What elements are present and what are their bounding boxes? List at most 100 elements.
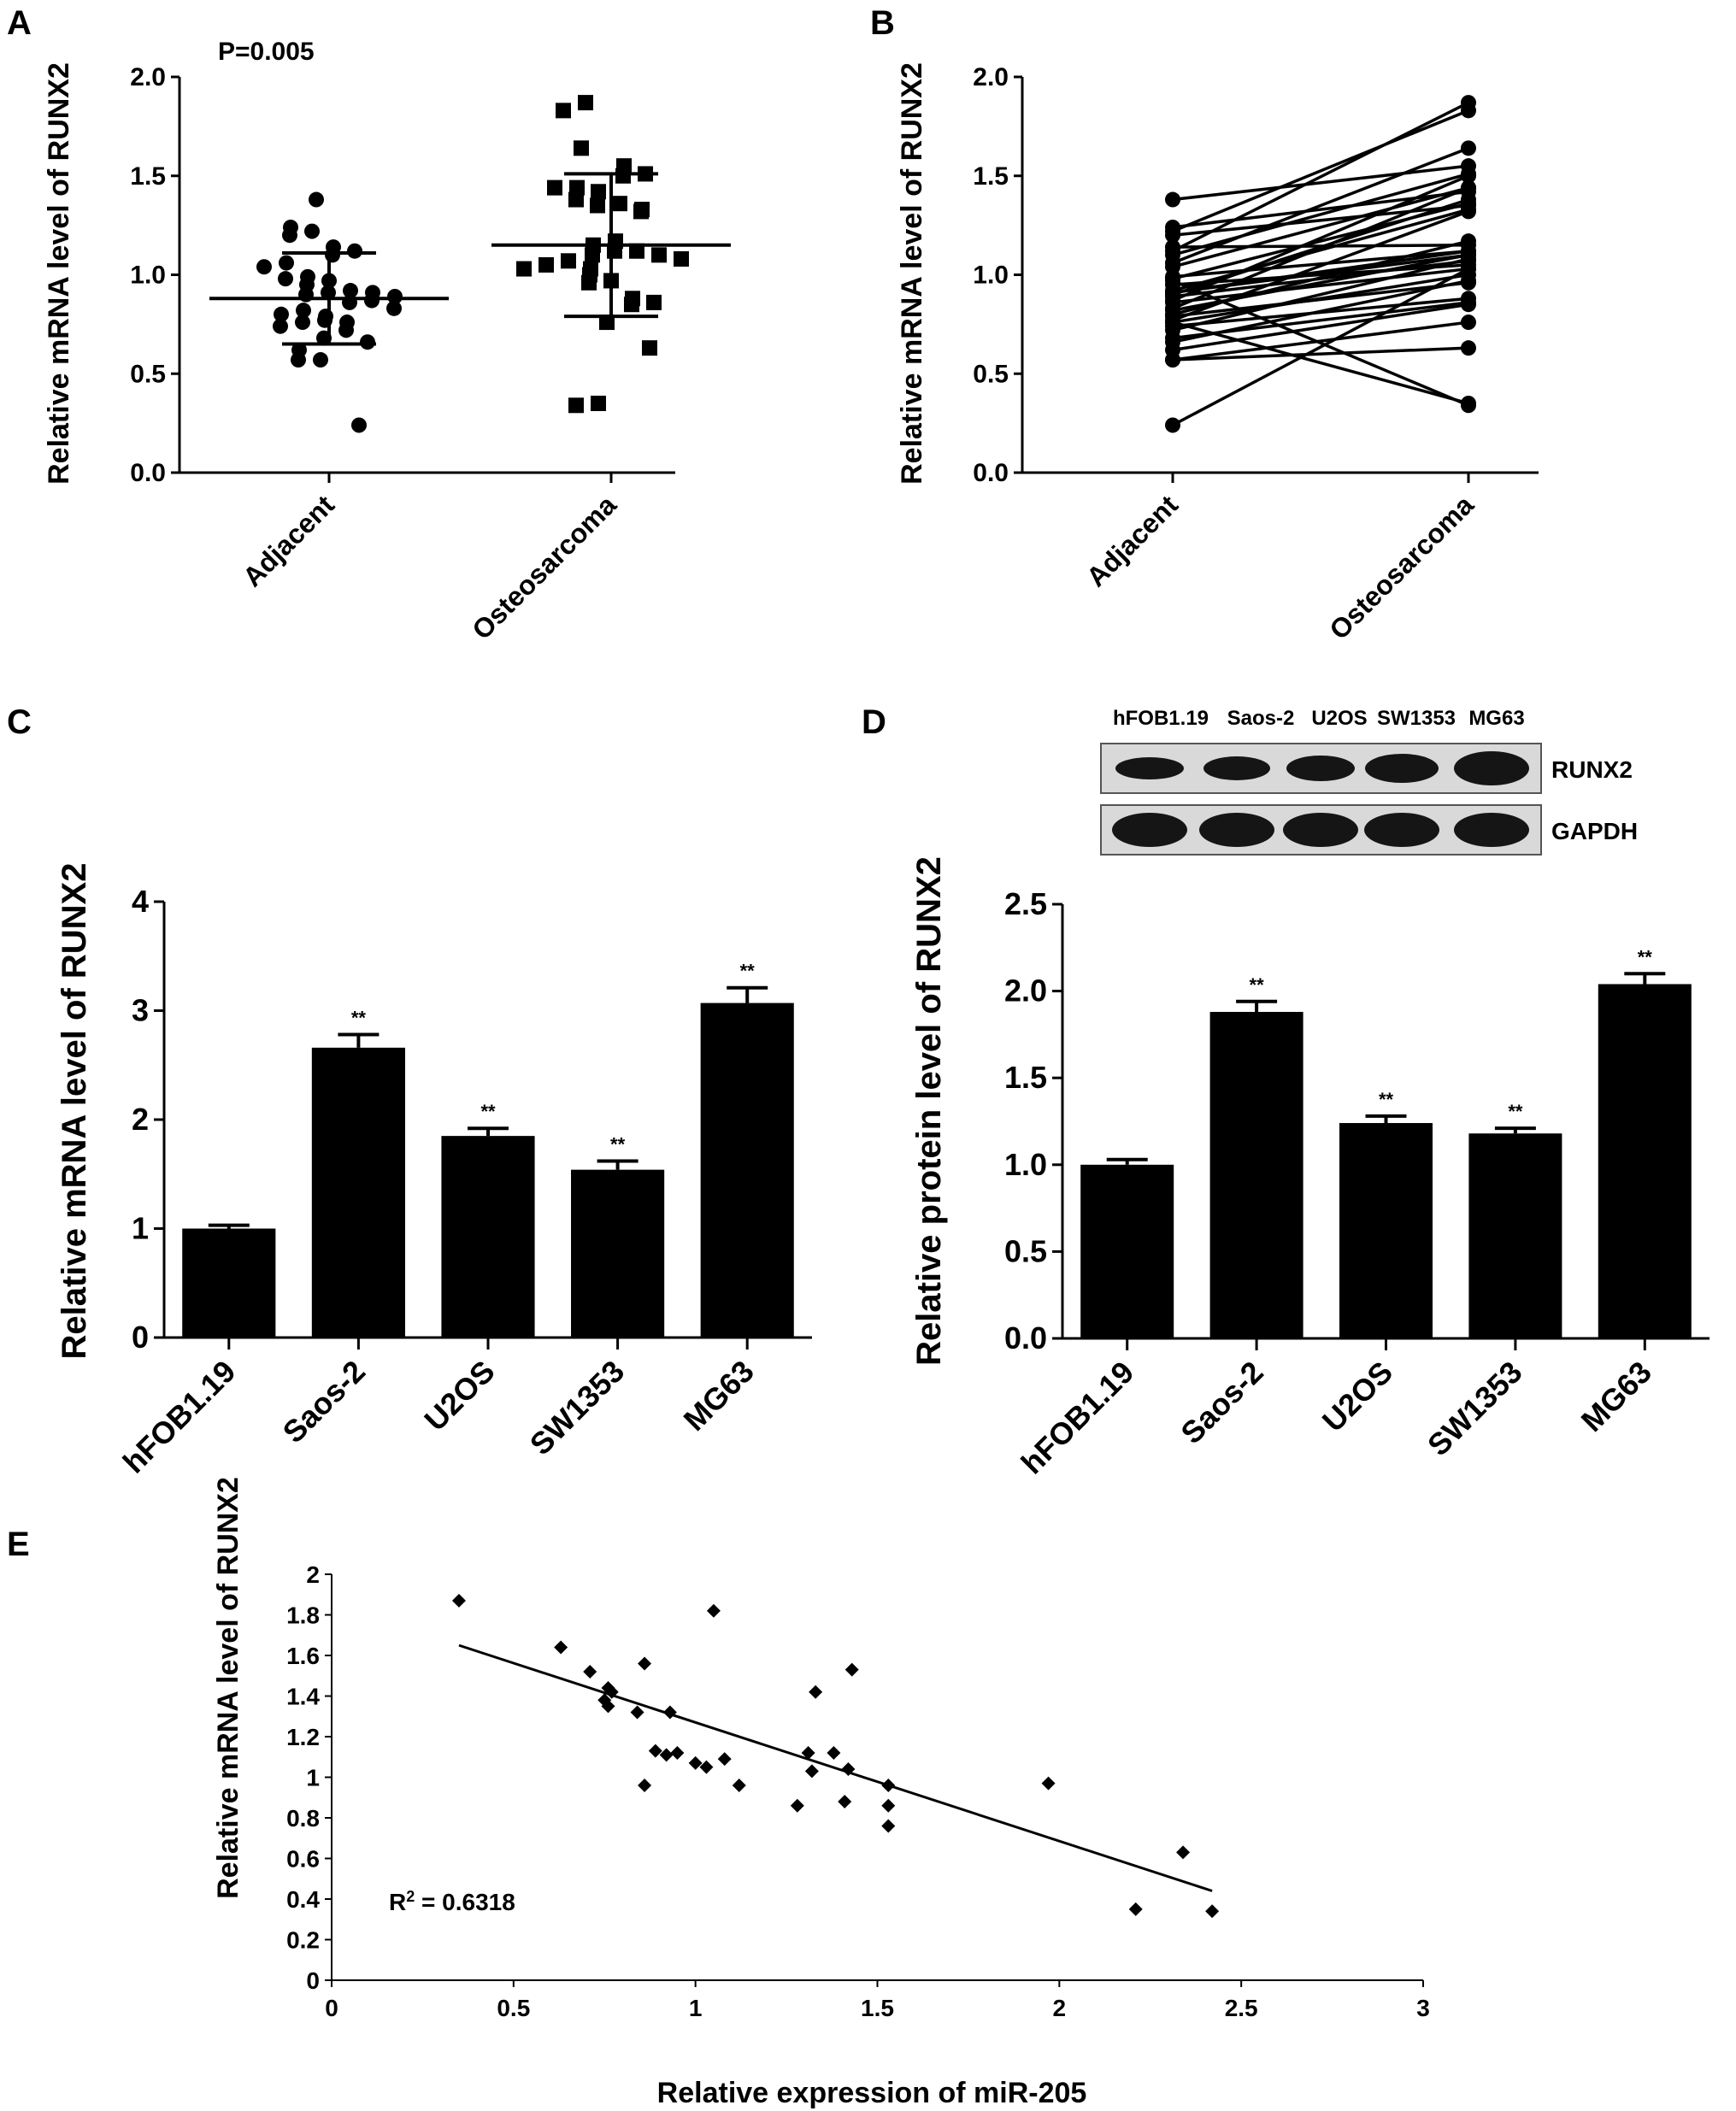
data-point	[1165, 239, 1180, 256]
y-tick-label: 2.0	[1004, 973, 1047, 1008]
data-point	[1461, 261, 1476, 277]
pair-line	[1172, 208, 1469, 292]
y-tick-label: 2.0	[973, 63, 1009, 91]
x-tick-label: Osteosarcoma	[1323, 489, 1480, 645]
data-point	[313, 352, 328, 368]
pair-line	[1172, 101, 1469, 253]
y-tick-label: 1.5	[973, 162, 1009, 191]
bar	[700, 1003, 794, 1338]
pair-line	[1172, 186, 1469, 310]
data-point	[881, 1779, 896, 1792]
data-point	[604, 1685, 619, 1699]
data-point	[279, 255, 294, 271]
y-tick-label: 1.0	[1004, 1147, 1047, 1182]
data-point	[646, 294, 662, 310]
data-point	[1205, 1904, 1220, 1919]
data-point	[386, 300, 402, 316]
panel-e-xlabel: Relative expression of miR-205	[657, 2077, 1087, 2109]
data-point	[844, 1662, 859, 1677]
data-point	[615, 168, 631, 184]
data-point	[804, 1764, 819, 1779]
data-point	[574, 140, 589, 156]
data-point	[1128, 1902, 1143, 1916]
panel-e-marks	[451, 1593, 1220, 1919]
pair-line	[1172, 174, 1469, 303]
y-tick-label: 1.2	[286, 1724, 320, 1750]
blot-band-runx2	[1454, 751, 1529, 785]
significance-mark: **	[1638, 946, 1653, 967]
significance-mark: **	[1250, 974, 1265, 996]
blot-band-runx2	[1286, 756, 1355, 781]
panel-b-axes: 0.0 0.5 1.0 1.5 2.0 Adjacent Osteosarcoma	[973, 63, 1539, 645]
data-point	[273, 318, 288, 334]
data-point	[568, 191, 584, 208]
data-point	[838, 1795, 852, 1808]
data-point	[1461, 297, 1476, 313]
data-point	[309, 191, 324, 208]
data-point	[591, 184, 606, 200]
y-tick-label: 0.4	[286, 1886, 320, 1913]
y-tick-label: 2.5	[1004, 886, 1047, 921]
data-point	[706, 1603, 721, 1618]
data-point	[583, 1665, 597, 1679]
data-point	[732, 1779, 746, 1792]
y-tick-label: 0.0	[130, 459, 166, 487]
data-point	[1176, 1845, 1191, 1860]
data-point	[699, 1760, 714, 1774]
data-point	[282, 227, 297, 244]
pair-line	[1172, 109, 1469, 233]
data-point	[581, 274, 597, 291]
data-point	[670, 1746, 685, 1760]
western-blot: hFOB1.19 Saos-2 U2OS SW1353 MG63 RUNX2 G…	[1100, 707, 1638, 856]
data-point	[642, 340, 657, 356]
x-tick-label: Adjacent	[237, 489, 340, 592]
pair-line	[1172, 273, 1469, 324]
data-point	[841, 1762, 856, 1776]
y-tick-label: 0.5	[1004, 1233, 1047, 1268]
data-point	[561, 253, 576, 269]
pvalue-label: P=0.005	[218, 38, 315, 66]
y-tick-label: 1	[306, 1765, 320, 1791]
data-point	[1165, 417, 1180, 433]
pair-line	[1172, 257, 1469, 332]
data-point	[387, 288, 403, 304]
data-point	[1461, 315, 1476, 331]
pair-line	[1172, 279, 1469, 407]
y-tick-label: 1.5	[1004, 1060, 1047, 1095]
y-tick-label: 1	[132, 1211, 149, 1246]
data-point	[338, 322, 354, 338]
pair-line	[1172, 320, 1469, 405]
pair-line	[1172, 185, 1469, 268]
data-point	[599, 315, 615, 331]
data-point	[256, 259, 272, 275]
blot-band-gapdh	[1283, 813, 1358, 847]
pair-line	[1172, 346, 1469, 362]
data-point	[601, 1699, 615, 1714]
blot-band-name: RUNX2	[1551, 756, 1633, 783]
panel-label-e: E	[7, 1526, 30, 1563]
significance-mark: **	[1379, 1089, 1394, 1110]
panel-d-marks: ** ** ** **	[1080, 946, 1692, 1338]
pair-line	[1172, 267, 1469, 304]
data-point	[516, 261, 532, 277]
panel-d-ylabel: Relative protein level of RUNX2	[910, 856, 948, 1366]
pair-line	[1172, 249, 1469, 279]
data-point	[801, 1746, 815, 1760]
y-tick-label: 0.2	[286, 1927, 320, 1954]
y-tick-label: 2.0	[130, 63, 166, 91]
y-tick-label: 0	[306, 1967, 320, 1994]
significance-mark: **	[480, 1101, 496, 1122]
bar	[1598, 984, 1692, 1338]
significance-mark: **	[740, 961, 756, 982]
blot-lane-label: SW1353	[1377, 707, 1456, 730]
blot-lane-label: U2OS	[1311, 707, 1367, 730]
data-point	[585, 247, 600, 263]
data-point	[612, 196, 627, 212]
x-tick-label: hFOB1.19	[1015, 1355, 1141, 1481]
data-point	[1461, 243, 1476, 259]
data-point	[1461, 197, 1476, 214]
bar	[571, 1169, 665, 1338]
data-point	[630, 1705, 644, 1720]
data-point	[568, 397, 584, 414]
panel-e-axes: 0 0.2 0.4 0.6 0.8 1 1.2 1.4 1.6 1.8 2 0 0.5 1 1.5 2 2.5 3	[286, 1561, 1430, 2021]
